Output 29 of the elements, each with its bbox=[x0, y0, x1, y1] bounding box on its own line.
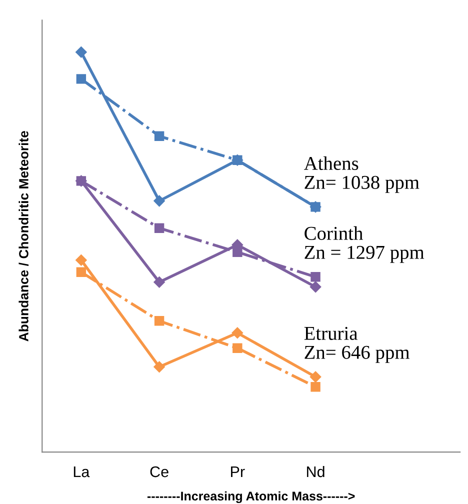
point bbox=[310, 371, 322, 383]
point bbox=[76, 74, 86, 84]
point bbox=[154, 361, 165, 373]
point bbox=[76, 176, 86, 186]
x-tick-label: Ce bbox=[150, 466, 168, 478]
point bbox=[310, 202, 320, 212]
y-axis-title: Abundance / Chondritic Meteorite bbox=[18, 131, 29, 342]
x-tick-label: Pr bbox=[231, 466, 245, 478]
point bbox=[154, 316, 164, 326]
annotation: Corinth Zn = 1297 ppm bbox=[304, 226, 424, 263]
point bbox=[154, 223, 164, 233]
point bbox=[232, 343, 242, 353]
point bbox=[310, 272, 320, 282]
point bbox=[154, 131, 164, 141]
point bbox=[76, 267, 86, 277]
point bbox=[232, 155, 242, 165]
point bbox=[76, 254, 87, 266]
point bbox=[76, 46, 87, 58]
point bbox=[310, 281, 322, 293]
point bbox=[154, 195, 165, 207]
point bbox=[154, 276, 165, 288]
point bbox=[310, 382, 320, 392]
x-tick-label: La bbox=[74, 466, 90, 478]
point bbox=[232, 247, 242, 257]
x-axis-title: --------Increasing Atomic Mass------> bbox=[147, 491, 355, 504]
annotation: Athens Zn= 1038 ppm bbox=[304, 156, 420, 193]
x-tick-label: Nd bbox=[307, 466, 324, 478]
annotation: Etruria Zn= 646 ppm bbox=[304, 326, 410, 363]
point bbox=[232, 327, 244, 339]
